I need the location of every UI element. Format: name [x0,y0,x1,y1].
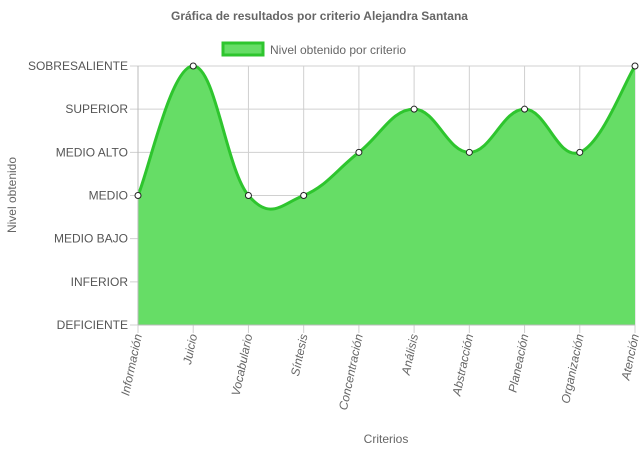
y-tick-labels: DEFICIENTE INFERIOR MEDIO BAJO MEDIO MEDIO A… [28,59,128,332]
y-tick-label: MEDIO ALTO [56,145,128,159]
x-tick-label: Vocabulario [229,332,256,397]
legend-label: Nivel obtenido por criterio [270,43,406,57]
x-tick-label: Síntesis [288,333,311,378]
data-point[interactable] [300,192,308,199]
y-tick-label: SUPERIOR [65,102,128,116]
legend[interactable]: Nivel obtenido por criterio [221,41,406,57]
y-tick-label: DEFICIENTE [57,318,128,332]
x-tick-label: Abstracción [449,332,476,398]
legend-swatch [221,41,265,57]
data-point[interactable] [631,62,639,70]
x-tick-label: Organización [558,332,586,404]
point-layer [134,62,639,199]
y-tick-label: SOBRESALIENTE [28,59,128,73]
y-tick-label: INFERIOR [71,275,129,289]
data-point[interactable] [189,62,197,70]
chart-title: Gráfica de resultados por criterio Aleja… [171,9,468,23]
x-tick-label: Análisis [399,333,422,377]
data-point[interactable] [244,192,252,199]
data-point[interactable] [465,148,473,156]
series-line [136,64,637,211]
data-point[interactable] [134,192,142,199]
x-tick-label: Concentración [336,332,366,411]
data-point[interactable] [521,105,529,113]
data-point[interactable] [576,148,584,156]
series-area-fill [138,66,635,325]
x-tick-label: Atención [618,332,639,382]
y-axis-label: Nivel obtenido [5,157,19,233]
data-point[interactable] [410,105,418,113]
area-layer [136,64,637,325]
x-tick-label: Juicio [180,332,200,366]
y-tick-label: MEDIO BAJO [54,232,128,246]
x-tick-label: Planeación [505,332,531,393]
x-tick-label: Información [118,332,145,397]
y-tick-label: MEDIO [89,189,128,203]
data-point[interactable] [355,148,363,156]
x-tick-labels: Información Juicio Vocabulario Síntesis Conc… [118,332,639,411]
x-axis-label: Criterios [364,432,409,446]
